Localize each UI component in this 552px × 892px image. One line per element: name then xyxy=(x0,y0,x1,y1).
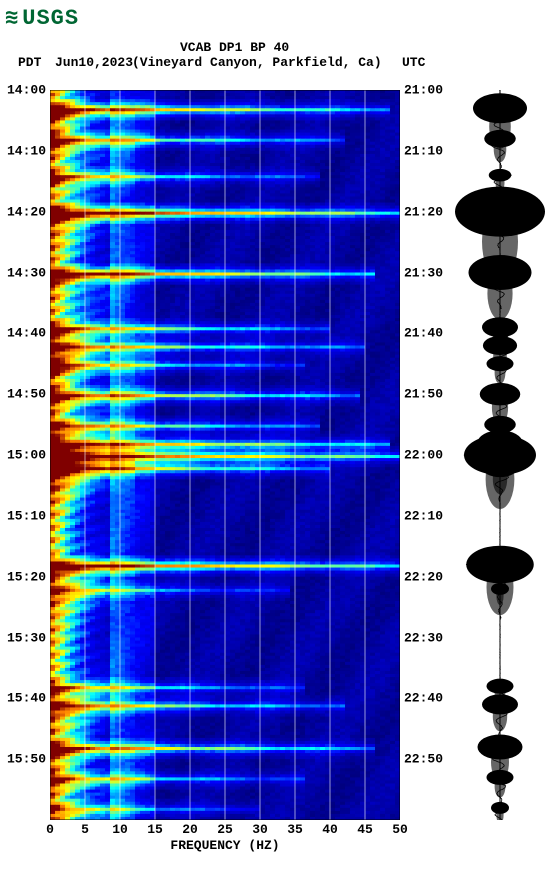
y-left-label: 14:30 xyxy=(7,265,50,280)
x-tick-label: 20 xyxy=(182,820,198,837)
x-tick-label: 45 xyxy=(357,820,373,837)
x-tick-label: 50 xyxy=(392,820,408,837)
seismogram-svg xyxy=(455,90,545,820)
x-tick-label: 30 xyxy=(252,820,268,837)
y-right-label: 21:50 xyxy=(400,387,443,402)
y-left-label: 15:20 xyxy=(7,569,50,584)
location-label: (Vineyard Canyon, Parkfield, Ca) xyxy=(132,55,382,70)
logo-text: USGS xyxy=(22,6,79,31)
x-tick-label: 15 xyxy=(147,820,163,837)
y-left-label: 14:20 xyxy=(7,204,50,219)
y-left-label: 14:50 xyxy=(7,387,50,402)
x-axis-label: FREQUENCY (HZ) xyxy=(170,838,279,853)
y-right-label: 21:40 xyxy=(400,326,443,341)
y-left-label: 15:10 xyxy=(7,508,50,523)
left-tz-label: PDT xyxy=(18,55,41,70)
x-tick-label: 10 xyxy=(112,820,128,837)
y-right-label: 22:20 xyxy=(400,569,443,584)
plot-title: VCAB DP1 BP 40 xyxy=(180,40,289,55)
y-left-label: 15:00 xyxy=(7,448,50,463)
y-right-label: 22:40 xyxy=(400,691,443,706)
spectrogram-svg xyxy=(50,90,400,820)
y-right-label: 21:30 xyxy=(400,265,443,280)
y-right-label: 21:10 xyxy=(400,143,443,158)
y-left-label: 14:00 xyxy=(7,83,50,98)
y-left-label: 15:40 xyxy=(7,691,50,706)
x-tick-label: 35 xyxy=(287,820,303,837)
y-left-label: 15:30 xyxy=(7,630,50,645)
spectrogram-panel: 14:0014:1014:2014:3014:4014:5015:0015:10… xyxy=(50,90,400,820)
seismogram-panel xyxy=(455,90,545,820)
y-left-label: 14:10 xyxy=(7,143,50,158)
y-right-label: 21:20 xyxy=(400,204,443,219)
y-right-label: 22:00 xyxy=(400,448,443,463)
y-left-label: 14:40 xyxy=(7,326,50,341)
y-right-label: 21:00 xyxy=(400,83,443,98)
y-right-label: 22:30 xyxy=(400,630,443,645)
x-tick-label: 40 xyxy=(322,820,338,837)
x-tick-label: 25 xyxy=(217,820,233,837)
x-tick-label: 5 xyxy=(81,820,89,837)
usgs-logo: ≋ USGS xyxy=(5,5,79,31)
x-tick-label: 0 xyxy=(46,820,54,837)
logo-wave-icon: ≋ xyxy=(5,5,18,31)
y-right-label: 22:10 xyxy=(400,508,443,523)
date-label: Jun10,2023 xyxy=(55,55,133,70)
y-right-label: 22:50 xyxy=(400,752,443,767)
y-left-label: 15:50 xyxy=(7,752,50,767)
right-tz-label: UTC xyxy=(402,55,425,70)
